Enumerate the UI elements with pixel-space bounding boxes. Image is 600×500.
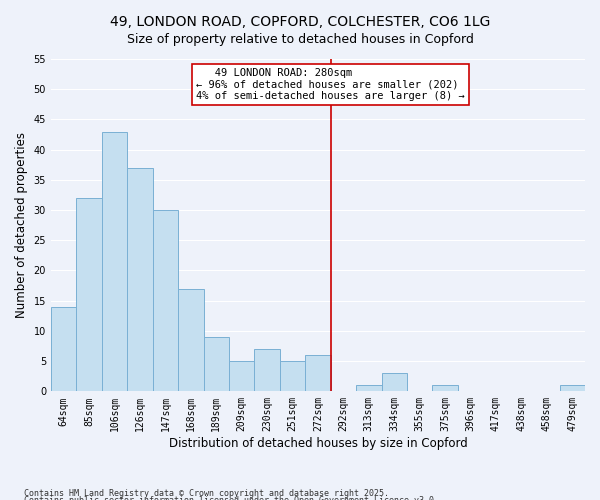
Bar	[102, 132, 127, 392]
Bar	[51, 306, 76, 392]
Bar	[433, 386, 458, 392]
X-axis label: Distribution of detached houses by size in Copford: Distribution of detached houses by size …	[169, 437, 467, 450]
Text: Size of property relative to detached houses in Copford: Size of property relative to detached ho…	[127, 32, 473, 46]
Bar	[152, 210, 178, 392]
Bar	[203, 337, 229, 392]
Text: Contains HM Land Registry data © Crown copyright and database right 2025.: Contains HM Land Registry data © Crown c…	[24, 488, 389, 498]
Y-axis label: Number of detached properties: Number of detached properties	[15, 132, 28, 318]
Text: Contains public sector information licensed under the Open Government Licence v3: Contains public sector information licen…	[24, 496, 439, 500]
Bar	[305, 355, 331, 392]
Bar	[76, 198, 102, 392]
Text: 49, LONDON ROAD, COPFORD, COLCHESTER, CO6 1LG: 49, LONDON ROAD, COPFORD, COLCHESTER, CO…	[110, 15, 490, 29]
Bar	[254, 349, 280, 392]
Bar	[356, 386, 382, 392]
Text: 49 LONDON ROAD: 280sqm
← 96% of detached houses are smaller (202)
4% of semi-det: 49 LONDON ROAD: 280sqm ← 96% of detached…	[196, 68, 464, 102]
Bar	[280, 361, 305, 392]
Bar	[560, 386, 585, 392]
Bar	[127, 168, 152, 392]
Bar	[229, 361, 254, 392]
Bar	[382, 373, 407, 392]
Bar	[178, 288, 203, 392]
